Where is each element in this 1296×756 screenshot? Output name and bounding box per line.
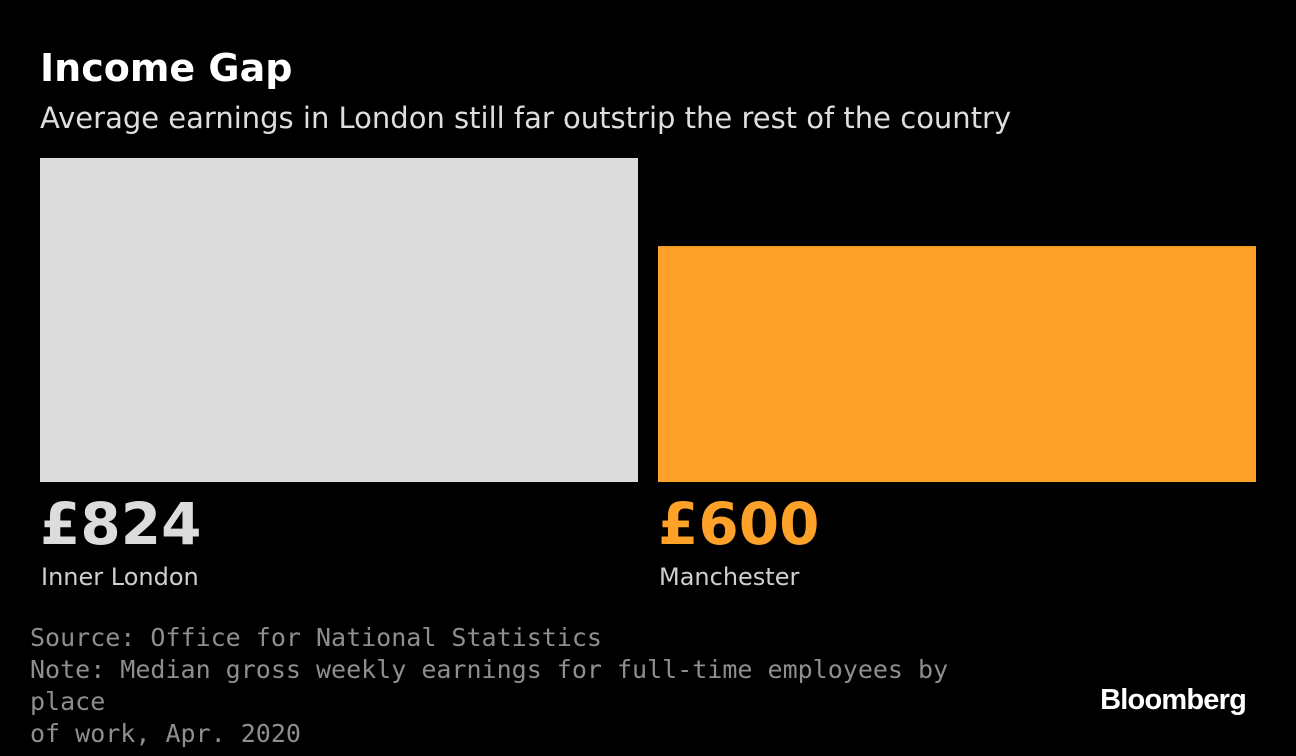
bar-chart: £824 Inner London £600 Manchester	[40, 158, 1256, 591]
bar-manchester	[658, 246, 1256, 482]
chart-subtitle: Average earnings in London still far out…	[40, 101, 1012, 135]
chart-title: Income Gap	[40, 46, 293, 90]
category-label: Manchester	[659, 563, 799, 591]
bloomberg-logo: Bloomberg	[1100, 684, 1247, 716]
source-note: Source: Office for National Statistics	[30, 623, 602, 652]
category-label: Inner London	[41, 563, 199, 591]
bar-inner-london	[40, 158, 638, 482]
chart-footer: Source: Office for National Statistics N…	[30, 622, 1010, 750]
bar-value-label: £600	[658, 490, 819, 558]
note-line-2: of work, Apr. 2020	[30, 719, 301, 748]
note-line-1: Note: Median gross weekly earnings for f…	[30, 655, 949, 716]
bar-value-label: £824	[40, 490, 201, 558]
